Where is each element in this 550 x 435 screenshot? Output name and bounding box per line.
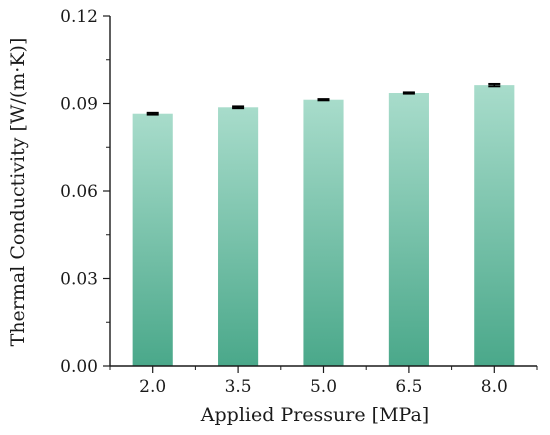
x-tick-label-3.5: 3.5 [225, 377, 252, 397]
x-tick-label-8.0: 8.0 [481, 377, 508, 397]
bar-8.0 [474, 85, 515, 366]
bar-5.0 [303, 99, 344, 366]
x-axis-title: Applied Pressure [MPa] [200, 404, 429, 426]
error-bars-layer [146, 82, 501, 116]
axes-layer: 2.0 3.5 5.0 6.5 8.0 0.00 0.03 0.06 0.09 0.12 [60, 7, 538, 397]
bar-3.5 [218, 107, 259, 367]
bar-6.5 [388, 93, 429, 366]
y-axis-title: Thermal Conductivity [W/(m·K)] [7, 38, 29, 347]
x-tick-label-5.0: 5.0 [310, 377, 337, 397]
bars-layer [132, 85, 515, 367]
y-tick-label-0.09: 0.09 [60, 95, 98, 115]
y-tick-label-0.06: 0.06 [60, 182, 98, 202]
y-tick-label-0.03: 0.03 [60, 270, 98, 290]
y-tick-label-0.12: 0.12 [60, 7, 98, 27]
x-tick-label-2.0: 2.0 [139, 377, 166, 397]
bar-2.0 [132, 113, 173, 366]
y-tick-label-0.00: 0.00 [60, 357, 98, 377]
x-tick-label-6.5: 6.5 [395, 377, 422, 397]
